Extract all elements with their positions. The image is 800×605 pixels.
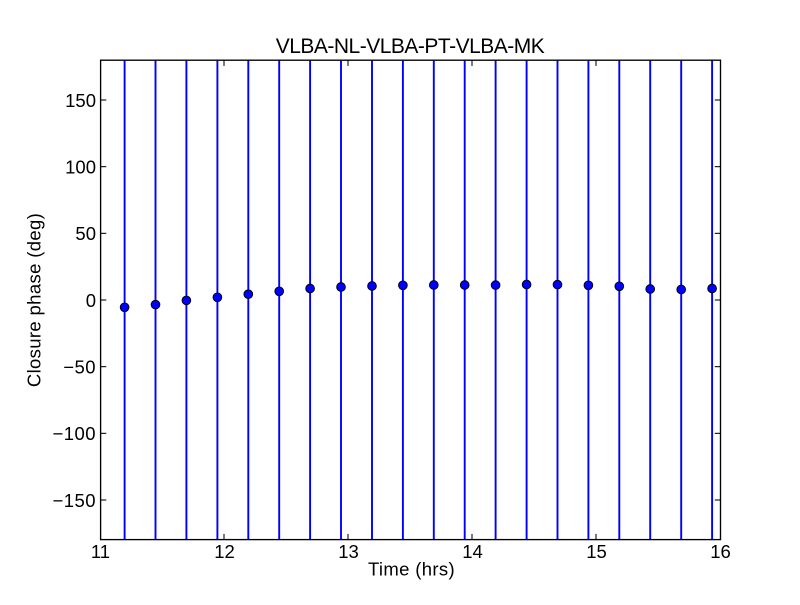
- svg-text:−100: −100: [53, 423, 96, 444]
- svg-text:0: 0: [86, 290, 96, 311]
- svg-text:−150: −150: [53, 490, 96, 511]
- svg-text:14: 14: [462, 541, 483, 562]
- svg-text:−50: −50: [63, 357, 96, 378]
- svg-text:12: 12: [214, 541, 235, 562]
- svg-text:15: 15: [586, 541, 607, 562]
- svg-text:100: 100: [65, 157, 96, 178]
- svg-text:13: 13: [338, 541, 359, 562]
- svg-text:11: 11: [91, 541, 110, 562]
- svg-text:Closure phase (deg): Closure phase (deg): [24, 213, 45, 387]
- svg-text:150: 150: [65, 90, 96, 111]
- svg-text:50: 50: [75, 223, 96, 244]
- svg-text:Time (hrs): Time (hrs): [368, 558, 455, 579]
- svg-text:16: 16: [710, 541, 731, 562]
- svg-text:VLBA-NL-VLBA-PT-VLBA-MK: VLBA-NL-VLBA-PT-VLBA-MK: [276, 35, 545, 58]
